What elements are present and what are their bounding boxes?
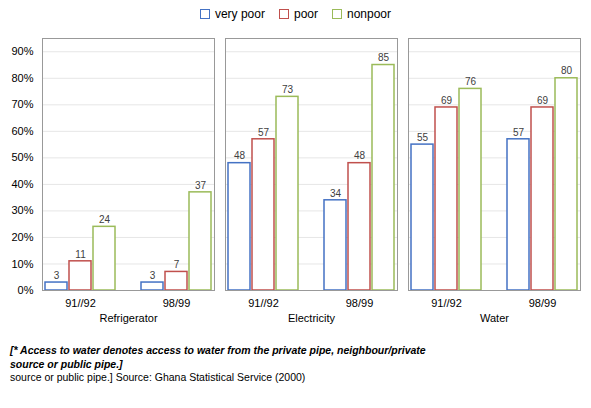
svg-text:91//92: 91//92 (248, 297, 279, 309)
svg-text:85: 85 (378, 52, 390, 63)
svg-text:3: 3 (54, 270, 60, 281)
svg-text:69: 69 (441, 95, 453, 106)
svg-text:80: 80 (561, 65, 573, 76)
svg-text:98/99: 98/99 (529, 297, 557, 309)
svg-text:34: 34 (330, 188, 342, 199)
svg-text:Refrigerator: Refrigerator (99, 312, 157, 324)
svg-text:98/99: 98/99 (346, 297, 374, 309)
svg-text:60%: 60% (11, 125, 33, 137)
svg-text:69: 69 (537, 95, 549, 106)
svg-text:Electricity: Electricity (288, 312, 336, 324)
svg-text:30%: 30% (11, 204, 33, 216)
svg-text:11: 11 (75, 249, 86, 260)
html-text:very poor: very poor (214, 7, 265, 21)
svg-text:76: 76 (465, 76, 477, 87)
svg-text:20%: 20% (11, 231, 33, 243)
html-text:nonpoor: nonpoor (347, 7, 391, 21)
svg-text:57: 57 (258, 127, 270, 138)
svg-text:57: 57 (513, 127, 525, 138)
svg-text:Water: Water (480, 312, 509, 324)
svg-text:91//92: 91//92 (65, 297, 96, 309)
svg-text:0%: 0% (18, 284, 34, 296)
svg-text:48: 48 (354, 150, 366, 161)
svg-text:90%: 90% (11, 45, 33, 57)
html-text:source or public pipe.] Source: source or public pipe.] Source: Ghana St… (10, 371, 306, 384)
html-text:[* Access to water denotes acc: [* Access to water denotes access to wat… (10, 344, 426, 370)
svg-text:70%: 70% (11, 98, 33, 110)
svg-text:48: 48 (234, 150, 246, 161)
svg-text:50%: 50% (11, 151, 33, 163)
html-text:poor: poor (294, 7, 318, 21)
svg-text:24: 24 (99, 214, 111, 225)
svg-text:40%: 40% (11, 178, 33, 190)
svg-text:7: 7 (174, 259, 180, 270)
svg-text:3: 3 (150, 270, 156, 281)
svg-text:80%: 80% (11, 72, 33, 84)
svg-text:37: 37 (195, 180, 207, 191)
svg-text:10%: 10% (11, 257, 33, 269)
svg-text:73: 73 (282, 84, 294, 95)
svg-text:91//92: 91//92 (431, 297, 462, 309)
svg-text:98/99: 98/99 (163, 297, 191, 309)
svg-text:55: 55 (417, 132, 429, 143)
